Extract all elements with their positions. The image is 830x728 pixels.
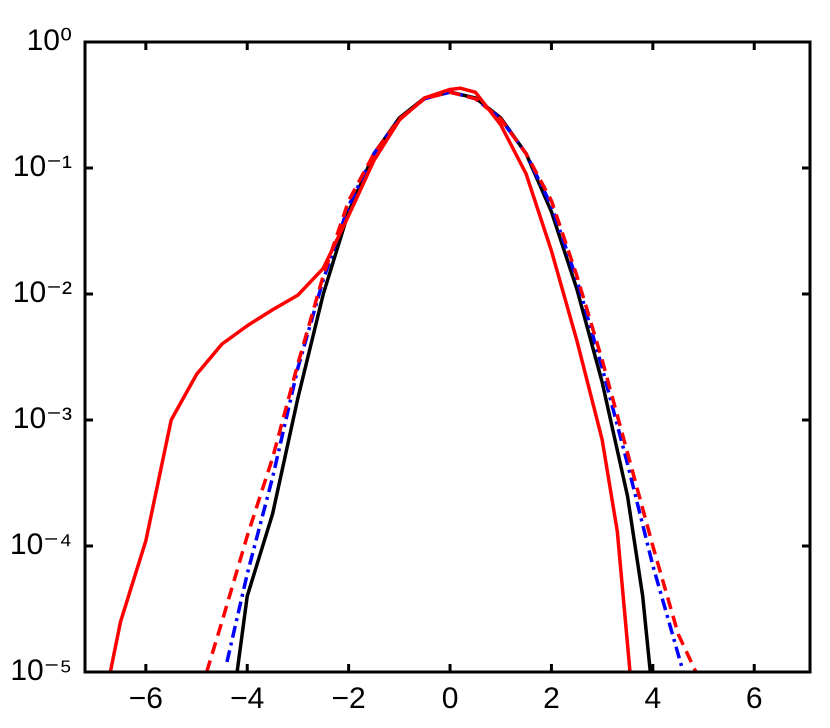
y-tick-label: 10⁻⁵ [10, 654, 72, 687]
y-tick-label: 10⁻² [13, 276, 72, 309]
x-tick-label: −4 [230, 682, 264, 715]
plot-area [108, 86, 698, 672]
plot-frame [83, 40, 812, 674]
series-line [225, 90, 685, 672]
x-tick-label: −6 [129, 682, 163, 715]
y-tick-label: 10⁻⁴ [10, 528, 72, 561]
x-tick-label: −2 [332, 682, 366, 715]
y-tick-label: 10⁰ [27, 24, 72, 57]
y-tick-label: 10⁻¹ [13, 150, 72, 183]
x-tick-label: 2 [543, 682, 560, 715]
x-tick-label: 0 [442, 682, 459, 715]
series-line [108, 86, 632, 672]
x-tick-label: 4 [644, 682, 661, 715]
series-line [205, 90, 698, 672]
x-tick-label: 6 [746, 682, 763, 715]
y-tick-label: 10⁻³ [13, 402, 72, 435]
